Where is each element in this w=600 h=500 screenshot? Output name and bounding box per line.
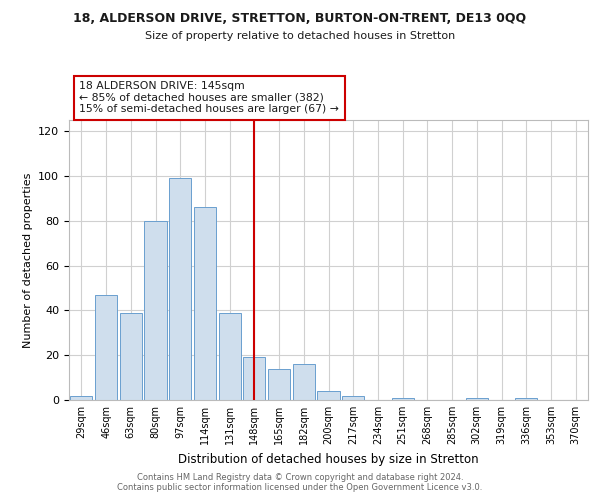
Bar bbox=[70, 396, 92, 400]
X-axis label: Distribution of detached houses by size in Stretton: Distribution of detached houses by size … bbox=[178, 452, 479, 466]
Bar bbox=[95, 294, 117, 400]
Bar bbox=[119, 312, 142, 400]
Bar bbox=[293, 364, 315, 400]
Bar bbox=[342, 396, 364, 400]
Bar bbox=[268, 368, 290, 400]
Text: Contains HM Land Registry data © Crown copyright and database right 2024.
Contai: Contains HM Land Registry data © Crown c… bbox=[118, 473, 482, 492]
Text: 18, ALDERSON DRIVE, STRETTON, BURTON-ON-TRENT, DE13 0QQ: 18, ALDERSON DRIVE, STRETTON, BURTON-ON-… bbox=[73, 12, 527, 26]
Bar bbox=[169, 178, 191, 400]
Bar bbox=[243, 358, 265, 400]
Y-axis label: Number of detached properties: Number of detached properties bbox=[23, 172, 32, 348]
Text: Size of property relative to detached houses in Stretton: Size of property relative to detached ho… bbox=[145, 31, 455, 41]
Bar bbox=[466, 398, 488, 400]
Bar bbox=[515, 398, 538, 400]
Bar bbox=[392, 398, 414, 400]
Text: 18 ALDERSON DRIVE: 145sqm
← 85% of detached houses are smaller (382)
15% of semi: 18 ALDERSON DRIVE: 145sqm ← 85% of detac… bbox=[79, 81, 339, 114]
Bar bbox=[218, 312, 241, 400]
Bar bbox=[317, 391, 340, 400]
Bar bbox=[194, 208, 216, 400]
Bar bbox=[145, 221, 167, 400]
